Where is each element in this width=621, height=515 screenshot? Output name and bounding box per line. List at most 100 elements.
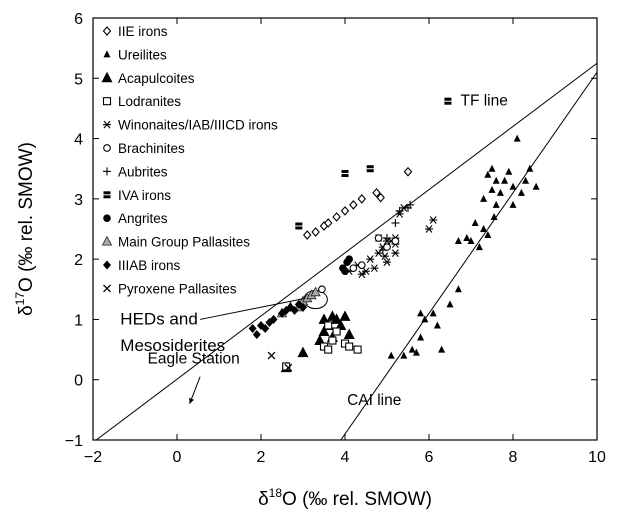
data-point-iva-irons <box>341 170 349 178</box>
data-point-pyroxene-pallasites <box>267 351 276 360</box>
legend-label-acapulcoites: Acapulcoites <box>118 71 195 86</box>
data-point-aubrites <box>391 218 400 227</box>
data-point-ureilites <box>471 218 479 226</box>
data-point-ureilites <box>400 351 408 359</box>
data-point-ureilites <box>480 225 488 232</box>
eagle-station-arrowhead <box>189 397 194 404</box>
data-point-iva-irons <box>444 97 452 105</box>
legend-label-brachinites: Brachinites <box>118 141 185 156</box>
data-point-iie-irons <box>372 187 381 198</box>
data-point-brachinites <box>349 264 358 273</box>
data-point-ureilites <box>522 176 530 184</box>
data-point-ureilites <box>412 348 420 356</box>
y-tick-label: 5 <box>74 71 83 88</box>
data-point-pyroxene-pallasites <box>284 363 293 372</box>
y-tick-label: 1 <box>74 312 83 329</box>
data-point-winonaites-iab-iiicd-irons <box>383 258 391 267</box>
data-point-ureilites <box>488 185 496 193</box>
legend-marker-lodranites <box>102 97 112 106</box>
x-axis-label: δ18O (‰ rel. SMOW) <box>258 486 432 510</box>
y-axis-label-superscript: 17 <box>13 292 27 306</box>
data-point-ureilites <box>429 309 437 317</box>
data-point-ureilites <box>496 188 504 196</box>
data-point-winonaites-iab-iiicd-irons <box>429 216 438 224</box>
data-point-winonaites-iab-iiicd-irons <box>357 270 366 279</box>
y-tick-label: 0 <box>74 373 83 390</box>
data-point-iiiab-irons <box>248 323 257 333</box>
legend-label-ureilites: Ureilites <box>118 47 167 62</box>
annotation-heds-and: HEDs and <box>120 309 197 328</box>
data-point-ureilites <box>509 182 517 190</box>
data-point-ureilites <box>408 345 416 353</box>
data-point-aubrites <box>406 200 415 209</box>
data-point-ureilites <box>475 243 483 251</box>
data-point-winonaites-iab-iiicd-irons <box>391 249 400 257</box>
data-point-main-group-pallasites <box>310 286 321 297</box>
legend-label-iie-irons: IIE irons <box>118 24 168 39</box>
data-point-ureilites <box>488 164 496 172</box>
data-point-angrites <box>345 255 354 263</box>
legend-marker-main-group-pallasites <box>101 235 113 246</box>
x-tick-label: 0 <box>173 449 182 466</box>
legend-label-iiiab-irons: IIIAB irons <box>118 258 181 273</box>
data-point-ureilites <box>454 285 462 293</box>
data-point-winonaites-iab-iiicd-irons <box>366 255 375 264</box>
legend-label-lodranites: Lodranites <box>118 94 181 109</box>
data-point-ureilites <box>501 176 509 184</box>
data-point-acapulcoites <box>318 313 330 324</box>
data-point-winonaites-iab-iiicd-irons <box>425 225 433 233</box>
legend-label-main-group-pallasites: Main Group Pallasites <box>118 235 250 250</box>
data-point-ureilites <box>526 164 534 172</box>
data-point-ureilites <box>480 194 488 202</box>
data-point-ureilites <box>492 200 500 208</box>
data-point-lodranites <box>324 321 333 330</box>
data-point-lodranites <box>324 345 333 354</box>
data-point-lodranites <box>332 327 341 336</box>
data-point-ureilites <box>387 351 395 359</box>
legend-marker-acapulcoites <box>101 71 113 83</box>
data-point-iie-irons <box>302 230 312 240</box>
data-point-iie-irons <box>340 206 350 216</box>
legend-marker-aubrites <box>103 167 111 176</box>
x-tick-label: 4 <box>341 449 350 466</box>
data-point-lodranites <box>328 336 337 345</box>
y-tick-label: 6 <box>74 11 83 28</box>
data-point-iie-irons <box>403 166 413 177</box>
data-point-ureilites <box>490 212 498 220</box>
data-point-brachinites <box>374 234 383 242</box>
ref-line-1 <box>340 71 597 440</box>
legend-marker-ureilites <box>103 50 111 58</box>
data-point-brachinites <box>391 237 400 245</box>
data-point-winonaites-iab-iiicd-irons <box>374 249 383 257</box>
data-point-brachinites <box>383 243 391 251</box>
legend-label-aubrites: Aubrites <box>118 164 168 179</box>
data-point-iie-irons <box>357 194 367 204</box>
data-point-iva-irons <box>295 222 303 230</box>
annotation-tf-line: TF line <box>461 92 508 109</box>
data-point-ureilites <box>417 309 425 317</box>
y-tick-label: 3 <box>74 192 83 209</box>
x-axis-label-prefix: δ <box>258 489 269 510</box>
data-point-ureilites <box>446 300 454 308</box>
annotation-mesosiderites: Mesosiderites <box>120 336 225 355</box>
data-point-acapulcoites <box>339 310 351 321</box>
data-point-iie-irons <box>376 192 385 203</box>
data-point-ureilites <box>438 345 446 353</box>
legend-marker-iiiab-irons <box>103 260 111 270</box>
data-point-acapulcoites <box>326 310 338 321</box>
ref-line-0 <box>95 62 597 440</box>
annotation-eagle-station: Eagle Station <box>148 350 240 367</box>
data-point-iva-irons <box>366 165 374 173</box>
data-point-brachinites <box>357 261 366 270</box>
data-point-ureilites <box>454 237 462 245</box>
data-point-ureilites <box>517 188 525 196</box>
legend-marker-pyroxene-pallasites <box>103 284 111 293</box>
data-point-iiiab-irons <box>290 305 299 315</box>
y-axis-label: δ17O (‰ rel. SMOW) <box>13 142 37 316</box>
y-axis-label-text: O (‰ rel. SMOW) <box>16 142 37 292</box>
data-point-iie-irons <box>323 218 333 228</box>
y-axis-label-prefix: δ <box>16 305 37 316</box>
data-point-ureilites <box>505 167 513 175</box>
data-point-ureilites <box>463 234 471 242</box>
